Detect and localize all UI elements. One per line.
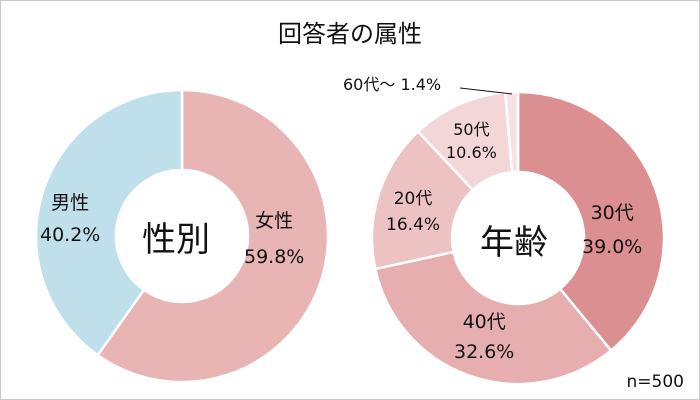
sample-size-note: n=500 [626,372,684,392]
label-age-50s: 50代 10.6% [446,120,497,162]
slice-female [95,88,330,384]
age-donut [370,90,666,386]
age-center-label: 年齢 [480,223,548,263]
gender-donut [34,88,330,384]
label-female: 女性 59.8% [244,210,305,268]
label-age-20s: 20代 16.4% [386,189,441,235]
slice-age-60s [503,90,520,174]
label-age-40s: 40代 32.6% [454,311,515,363]
leader-line-60s [459,87,513,95]
label-male: 男性 40.2% [40,192,101,246]
chart-title: 回答者の属性 [278,20,422,48]
slice-age-40s [373,250,613,386]
slice-male [34,88,184,357]
slice-age-30s [516,90,666,353]
label-age-60s: 60代～ 1.4% [343,75,442,94]
label-age-30s: 30代 39.0% [582,202,643,258]
gender-center-label: 性別 [142,220,210,260]
